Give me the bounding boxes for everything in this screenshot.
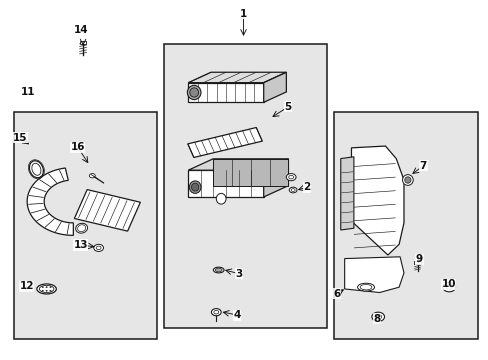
Circle shape: [42, 287, 43, 288]
Circle shape: [213, 310, 218, 314]
Text: 4: 4: [233, 310, 241, 320]
Text: 10: 10: [441, 279, 455, 289]
Polygon shape: [188, 170, 263, 197]
Text: 9: 9: [415, 254, 422, 264]
Circle shape: [374, 314, 381, 319]
Text: 12: 12: [20, 282, 34, 292]
Polygon shape: [188, 159, 288, 170]
Polygon shape: [188, 83, 263, 102]
Text: 6: 6: [333, 289, 340, 298]
Text: 14: 14: [73, 25, 88, 35]
Polygon shape: [344, 257, 403, 293]
Circle shape: [288, 187, 296, 193]
Polygon shape: [27, 168, 73, 235]
Circle shape: [96, 246, 101, 249]
Circle shape: [46, 290, 47, 291]
Circle shape: [442, 283, 455, 292]
Bar: [164, 44, 326, 328]
Ellipse shape: [215, 268, 222, 272]
Bar: [413, 261, 420, 264]
Polygon shape: [187, 127, 262, 157]
Ellipse shape: [39, 285, 54, 293]
Ellipse shape: [216, 193, 225, 204]
Polygon shape: [340, 157, 353, 230]
Ellipse shape: [213, 267, 224, 273]
Text: 7: 7: [419, 161, 426, 171]
Text: 13: 13: [73, 240, 88, 250]
Circle shape: [371, 312, 384, 321]
Polygon shape: [351, 146, 403, 255]
Text: 16: 16: [70, 142, 85, 152]
Ellipse shape: [76, 223, 87, 233]
Circle shape: [94, 244, 103, 251]
Ellipse shape: [29, 161, 43, 178]
Polygon shape: [263, 72, 286, 102]
Polygon shape: [213, 159, 288, 186]
Text: 1: 1: [240, 9, 246, 19]
Polygon shape: [74, 190, 140, 231]
Circle shape: [288, 175, 293, 179]
Text: 3: 3: [235, 269, 242, 279]
Ellipse shape: [78, 225, 85, 232]
Ellipse shape: [32, 163, 41, 175]
Ellipse shape: [357, 283, 374, 291]
Circle shape: [50, 290, 51, 291]
Circle shape: [89, 174, 95, 178]
Circle shape: [290, 189, 294, 192]
Circle shape: [50, 287, 51, 288]
Circle shape: [42, 290, 43, 291]
Circle shape: [46, 287, 47, 288]
Bar: [334, 112, 477, 339]
Text: 15: 15: [13, 133, 27, 143]
Ellipse shape: [187, 85, 201, 100]
Bar: [14, 112, 157, 339]
Ellipse shape: [360, 284, 371, 290]
Ellipse shape: [189, 181, 201, 193]
Text: 8: 8: [373, 314, 380, 324]
Text: 11: 11: [21, 87, 35, 98]
Ellipse shape: [189, 88, 198, 97]
Circle shape: [286, 174, 295, 181]
Ellipse shape: [404, 177, 410, 183]
Circle shape: [211, 309, 221, 316]
Circle shape: [446, 285, 451, 289]
Ellipse shape: [37, 284, 56, 294]
Ellipse shape: [191, 183, 199, 191]
Polygon shape: [188, 72, 286, 83]
Ellipse shape: [402, 175, 412, 185]
Text: 5: 5: [284, 102, 291, 112]
Bar: [80, 41, 86, 44]
Text: 2: 2: [303, 182, 310, 192]
Polygon shape: [263, 159, 288, 197]
